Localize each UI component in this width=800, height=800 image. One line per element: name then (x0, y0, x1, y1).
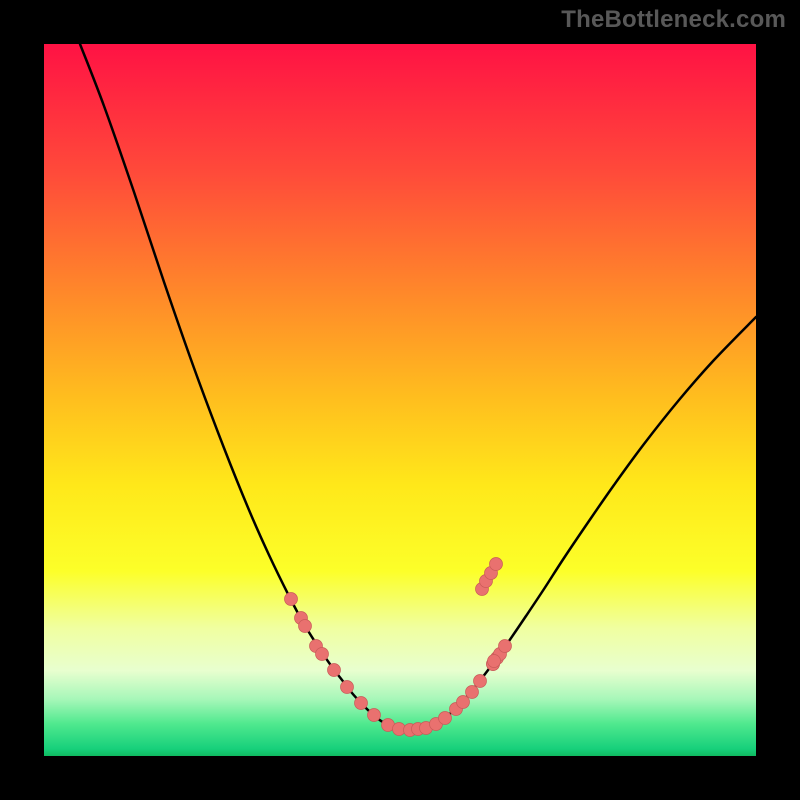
curve-marker (488, 655, 501, 668)
curve-marker (490, 558, 503, 571)
curve-marker (299, 620, 312, 633)
bottleneck-curve (80, 44, 756, 730)
curve-marker (341, 681, 354, 694)
plot-area (44, 44, 756, 756)
curve-marker (457, 696, 470, 709)
curve-marker (316, 648, 329, 661)
curve-marker (499, 640, 512, 653)
curve-marker (439, 712, 452, 725)
watermark-text: TheBottleneck.com (561, 6, 786, 34)
curve-marker (474, 675, 487, 688)
curve-layer (44, 44, 756, 756)
curve-marker (285, 593, 298, 606)
curve-markers (285, 558, 512, 737)
curve-marker (355, 697, 368, 710)
chart-frame: TheBottleneck.com (0, 0, 800, 800)
curve-marker (328, 664, 341, 677)
curve-marker (466, 686, 479, 699)
curve-marker (368, 709, 381, 722)
